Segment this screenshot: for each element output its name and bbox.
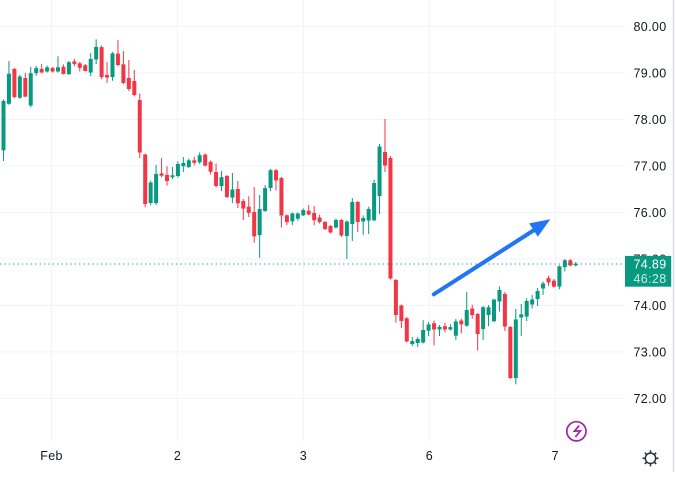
- svg-text:7: 7: [552, 449, 559, 463]
- svg-text:3: 3: [300, 449, 307, 463]
- svg-text:6: 6: [426, 449, 433, 463]
- svg-text:Feb: Feb: [40, 449, 63, 463]
- svg-text:74.00: 74.00: [634, 299, 667, 313]
- svg-text:46:28: 46:28: [633, 272, 666, 286]
- svg-text:76.00: 76.00: [634, 206, 667, 220]
- svg-text:78.00: 78.00: [634, 113, 667, 127]
- svg-text:77.00: 77.00: [634, 160, 667, 174]
- svg-text:72.00: 72.00: [634, 392, 667, 406]
- svg-text:73.00: 73.00: [634, 346, 667, 360]
- svg-text:79.00: 79.00: [634, 67, 667, 81]
- svg-text:2: 2: [174, 449, 181, 463]
- svg-text:80.00: 80.00: [634, 20, 667, 34]
- svg-text:74.89: 74.89: [633, 258, 666, 272]
